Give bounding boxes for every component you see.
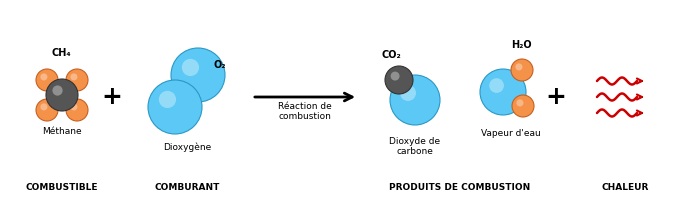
Circle shape	[385, 66, 413, 94]
Text: Dioxygène: Dioxygène	[163, 143, 211, 152]
Circle shape	[511, 59, 533, 81]
Circle shape	[390, 75, 440, 125]
Text: CHALEUR: CHALEUR	[601, 183, 649, 192]
Circle shape	[480, 69, 526, 115]
Text: PRODUITS DE COMBUSTION: PRODUITS DE COMBUSTION	[389, 183, 531, 192]
Circle shape	[36, 99, 58, 121]
Text: COMBURANT: COMBURANT	[154, 183, 220, 192]
Circle shape	[400, 85, 416, 101]
Circle shape	[41, 73, 48, 80]
Circle shape	[391, 72, 400, 81]
Circle shape	[71, 73, 78, 80]
Text: Méthane: Méthane	[42, 127, 82, 136]
Text: CH₄: CH₄	[52, 48, 71, 58]
Circle shape	[512, 95, 534, 117]
Text: COMBUSTIBLE: COMBUSTIBLE	[26, 183, 98, 192]
Text: Réaction de
combustion: Réaction de combustion	[278, 102, 332, 121]
Circle shape	[66, 99, 88, 121]
Text: Dioxyde de
carbone: Dioxyde de carbone	[389, 137, 440, 156]
Circle shape	[171, 48, 225, 102]
Text: CO₂: CO₂	[381, 50, 400, 60]
Circle shape	[41, 103, 48, 110]
Circle shape	[515, 63, 522, 70]
Circle shape	[489, 78, 504, 93]
Text: +: +	[545, 85, 566, 109]
Circle shape	[46, 79, 78, 111]
Circle shape	[66, 69, 88, 91]
Circle shape	[182, 59, 199, 76]
Circle shape	[148, 80, 202, 134]
Text: O₂: O₂	[213, 60, 225, 70]
Circle shape	[71, 103, 78, 110]
Text: +: +	[102, 85, 122, 109]
Text: Vapeur d'eau: Vapeur d'eau	[481, 129, 541, 138]
Circle shape	[159, 91, 176, 108]
Text: H₂O: H₂O	[511, 40, 531, 50]
Circle shape	[36, 69, 58, 91]
Circle shape	[52, 85, 62, 96]
Circle shape	[517, 99, 524, 106]
